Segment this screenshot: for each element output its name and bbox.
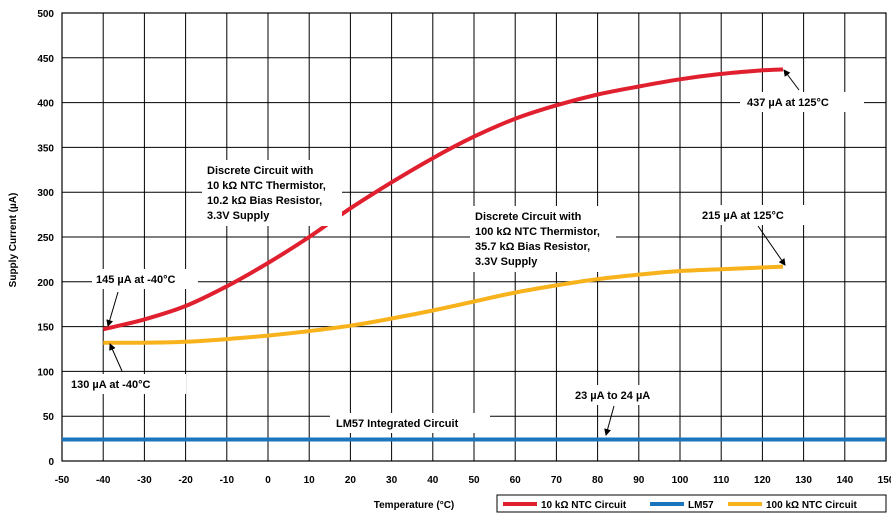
y-tick-label: 200 (37, 278, 54, 289)
series-line-100k-ntc (103, 264, 784, 345)
y-tick-label: 300 (37, 188, 54, 199)
annotation-line: 35.7 kΩ Bias Resistor, (475, 241, 590, 253)
callout-text: 23 µA to 24 µA (575, 390, 650, 402)
annotation-lm57-range: 23 µA to 24 µA (570, 385, 666, 436)
annotation-100k-low: 130 µA at -40°C (66, 343, 186, 394)
x-tick-label: 0 (265, 475, 271, 486)
x-tick-label: -40 (96, 475, 111, 486)
legend-label-10k: 10 kΩ NTC Circuit (541, 500, 627, 511)
x-tick-label: 110 (713, 475, 730, 486)
callout-text: 130 µA at -40°C (71, 379, 150, 391)
annotation-line: 3.3V Supply (207, 210, 270, 222)
annotation-10k-low: 145 µA at -40°C (92, 269, 198, 327)
y-tick-label: 50 (43, 412, 55, 423)
annotation-10k-high: 437 µA at 125°C (740, 69, 864, 112)
series-line-10k-ntc (102, 67, 784, 332)
plot-frame (61, 12, 887, 462)
x-tick-label: 150 (878, 475, 891, 486)
x-tick-label: 100 (672, 475, 689, 486)
callout-arrow (783, 69, 800, 91)
callout-text: 145 µA at -40°C (96, 274, 175, 286)
annotation-line: 10 kΩ NTC Thermistor, (207, 180, 326, 192)
y-tick-label: 450 (37, 54, 54, 65)
data-series (62, 67, 886, 442)
y-tick-label: 250 (37, 233, 54, 244)
y-tick-label: 350 (37, 143, 54, 154)
legend-label-100k: 100 kΩ NTC Circuit (766, 500, 857, 511)
x-tick-label: 90 (633, 475, 645, 486)
y-axis-title: Supply Current (µA) (8, 193, 19, 288)
annotation-lm57-label: LM57 Integrated Circuit (330, 413, 490, 433)
x-tick-label: 50 (468, 475, 480, 486)
callout-text: 215 µA at 125°C (702, 210, 784, 222)
y-tick-label: 500 (37, 9, 54, 20)
callout-text: LM57 Integrated Circuit (336, 418, 459, 430)
x-tick-label: -10 (220, 475, 235, 486)
y-tick-label: 150 (37, 323, 54, 334)
callout-arrow (106, 291, 119, 327)
callout-arrow (604, 405, 615, 436)
annotation-line: Discrete Circuit with (475, 211, 582, 223)
x-tick-label: 140 (836, 475, 853, 486)
x-tick-label: 130 (795, 475, 812, 486)
callout-text: 437 µA at 125°C (747, 97, 829, 109)
y-tick-label: 100 (37, 367, 54, 378)
annotation-10k-circuit: Discrete Circuit with 10 kΩ NTC Thermist… (202, 160, 342, 226)
callout-arrow (109, 343, 123, 372)
y-tick-labels: 0 50 100 150 200 250 300 350 400 450 500 (37, 9, 54, 468)
x-tick-label: -30 (137, 475, 152, 486)
x-axis-title: Temperature (°C) (374, 500, 455, 511)
x-tick-label: -20 (178, 475, 193, 486)
x-tick-label: 70 (551, 475, 563, 486)
x-tick-label: 60 (510, 475, 522, 486)
annotation-line: 3.3V Supply (475, 256, 538, 268)
x-tick-label: 10 (304, 475, 316, 486)
y-tick-label: 400 (37, 99, 54, 110)
legend-box (496, 494, 887, 513)
annotation-line: Discrete Circuit with (207, 165, 314, 177)
legend-label-lm57: LM57 (688, 500, 714, 511)
x-tick-label: 20 (345, 475, 357, 486)
annotation-line: 100 kΩ NTC Thermistor, (475, 226, 600, 238)
legend: 10 kΩ NTC Circuit LM57 100 kΩ NTC Circui… (496, 494, 887, 513)
x-tick-label: 40 (427, 475, 439, 486)
x-tick-label: 80 (592, 475, 604, 486)
x-tick-label: 120 (754, 475, 771, 486)
x-tick-label: -50 (55, 475, 70, 486)
annotation-100k-circuit: Discrete Circuit with 100 kΩ NTC Thermis… (470, 206, 616, 272)
annotation-line: 10.2 kΩ Bias Resistor, (207, 195, 322, 207)
y-tick-label: 0 (48, 457, 54, 468)
annotation-100k-high: 215 µA at 125°C (697, 205, 827, 266)
x-tick-label: 30 (386, 475, 398, 486)
x-tick-labels: -50 -40 -30 -20 -10 0 10 20 30 40 50 60 70 80 90 100 110… (55, 475, 891, 486)
callout-arrow (757, 225, 786, 266)
